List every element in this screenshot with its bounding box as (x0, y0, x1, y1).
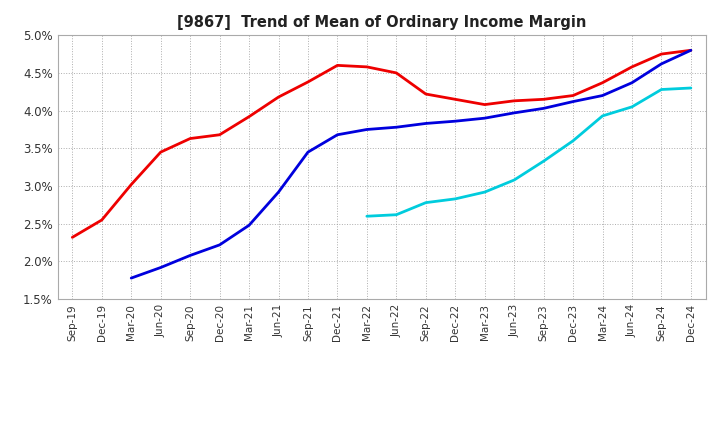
3 Years (156, 150, 165, 155)
5 Years (245, 223, 253, 228)
3 Years (68, 235, 76, 240)
7 Years (421, 200, 430, 205)
5 Years (215, 242, 224, 248)
3 Years (451, 97, 459, 102)
3 Years (421, 92, 430, 97)
3 Years (186, 136, 194, 141)
3 Years (539, 97, 548, 102)
7 Years (657, 87, 666, 92)
5 Years (333, 132, 342, 137)
3 Years (687, 48, 696, 53)
3 Years (245, 114, 253, 119)
7 Years (392, 212, 400, 217)
7 Years (628, 104, 636, 110)
3 Years (598, 80, 607, 85)
3 Years (304, 79, 312, 84)
3 Years (274, 95, 283, 100)
5 Years (127, 275, 135, 281)
7 Years (451, 196, 459, 202)
7 Years (363, 213, 372, 219)
7 Years (510, 177, 518, 183)
Line: 3 Years: 3 Years (72, 50, 691, 237)
3 Years (628, 64, 636, 70)
3 Years (127, 182, 135, 187)
5 Years (274, 190, 283, 195)
Legend: 3 Years, 5 Years, 7 Years, 10 Years: 3 Years, 5 Years, 7 Years, 10 Years (191, 435, 572, 440)
3 Years (569, 93, 577, 98)
5 Years (392, 125, 400, 130)
3 Years (510, 98, 518, 103)
3 Years (215, 132, 224, 137)
3 Years (97, 217, 106, 223)
7 Years (480, 190, 489, 195)
5 Years (598, 93, 607, 98)
7 Years (539, 158, 548, 164)
5 Years (186, 253, 194, 258)
7 Years (598, 113, 607, 118)
5 Years (451, 118, 459, 124)
3 Years (333, 63, 342, 68)
3 Years (363, 64, 372, 70)
Line: 7 Years: 7 Years (367, 88, 691, 216)
Title: [9867]  Trend of Mean of Ordinary Income Margin: [9867] Trend of Mean of Ordinary Income … (177, 15, 586, 30)
Line: 5 Years: 5 Years (131, 50, 691, 278)
5 Years (628, 80, 636, 85)
5 Years (510, 110, 518, 116)
5 Years (421, 121, 430, 126)
3 Years (480, 102, 489, 107)
3 Years (657, 51, 666, 57)
7 Years (687, 85, 696, 91)
7 Years (569, 138, 577, 143)
5 Years (304, 150, 312, 155)
5 Years (156, 265, 165, 270)
5 Years (657, 61, 666, 66)
5 Years (539, 106, 548, 111)
5 Years (687, 48, 696, 53)
5 Years (480, 116, 489, 121)
5 Years (363, 127, 372, 132)
5 Years (569, 99, 577, 104)
3 Years (392, 70, 400, 76)
